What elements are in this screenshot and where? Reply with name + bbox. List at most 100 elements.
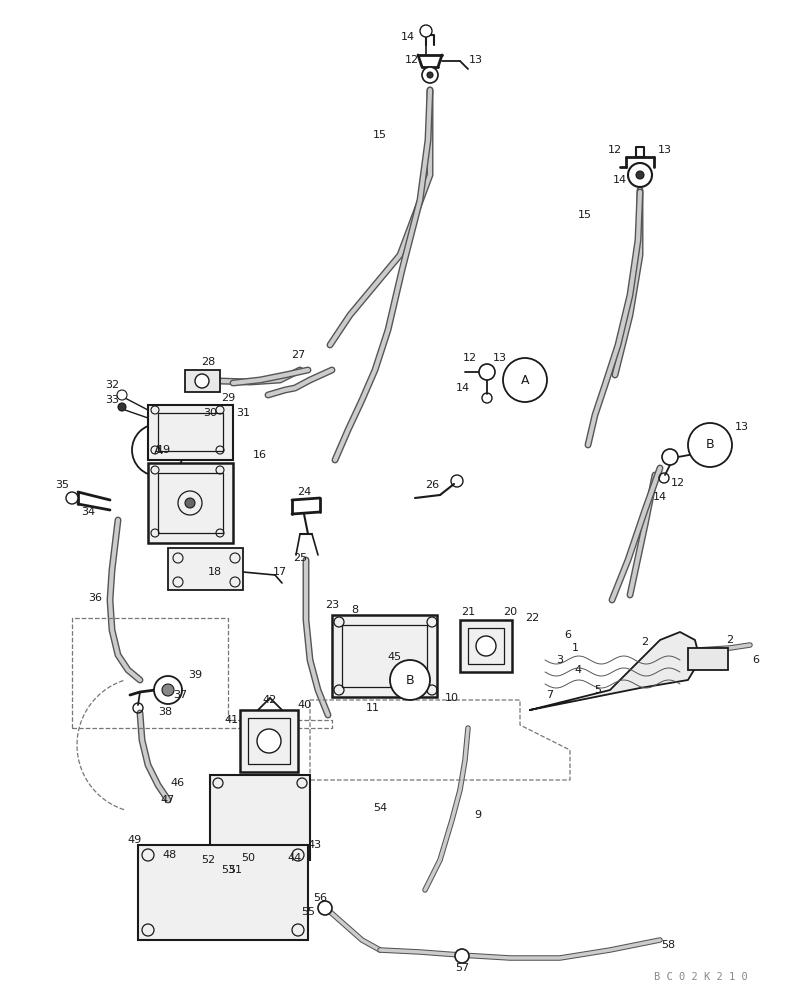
Text: 12: 12 xyxy=(670,478,684,488)
Text: 44: 44 xyxy=(288,853,302,863)
Text: A: A xyxy=(153,444,162,456)
Circle shape xyxy=(118,403,126,411)
Text: 9: 9 xyxy=(474,810,481,820)
Text: 2: 2 xyxy=(726,635,732,645)
Text: 52: 52 xyxy=(200,855,215,865)
Circle shape xyxy=(66,492,78,504)
Text: 16: 16 xyxy=(253,450,267,460)
Text: 56: 56 xyxy=(312,893,327,903)
Text: 7: 7 xyxy=(546,690,553,700)
Text: 48: 48 xyxy=(163,850,177,860)
Text: 14: 14 xyxy=(401,32,414,42)
Text: 39: 39 xyxy=(187,670,202,680)
Circle shape xyxy=(154,676,182,704)
Text: 29: 29 xyxy=(221,393,235,403)
Circle shape xyxy=(475,636,496,656)
Text: 38: 38 xyxy=(158,707,172,717)
Bar xyxy=(158,413,223,451)
Circle shape xyxy=(132,424,184,476)
Text: 20: 20 xyxy=(502,607,517,617)
Text: 28: 28 xyxy=(200,357,215,367)
Text: 41: 41 xyxy=(225,715,238,725)
Text: 15: 15 xyxy=(372,130,387,140)
Text: 11: 11 xyxy=(366,703,380,713)
Bar xyxy=(210,775,310,860)
Circle shape xyxy=(687,423,731,467)
Text: 13: 13 xyxy=(657,145,672,155)
Text: 25: 25 xyxy=(293,553,307,563)
Text: 22: 22 xyxy=(524,613,539,623)
Text: 21: 21 xyxy=(461,607,474,617)
Bar xyxy=(158,473,223,533)
Circle shape xyxy=(389,660,430,700)
Circle shape xyxy=(627,163,651,187)
Text: 42: 42 xyxy=(263,695,277,705)
Text: 6: 6 xyxy=(564,630,571,640)
Bar xyxy=(467,628,504,664)
Bar xyxy=(138,845,307,940)
Text: 19: 19 xyxy=(157,445,171,455)
Text: 49: 49 xyxy=(127,835,142,845)
Text: 36: 36 xyxy=(88,593,102,603)
Text: 35: 35 xyxy=(55,480,69,490)
Text: 3: 3 xyxy=(556,655,563,665)
Text: 40: 40 xyxy=(298,700,311,710)
Text: 13: 13 xyxy=(734,422,748,432)
Text: 30: 30 xyxy=(203,408,217,418)
Bar xyxy=(332,615,436,697)
Text: 12: 12 xyxy=(405,55,418,65)
Text: B C 0 2 K 2 1 0: B C 0 2 K 2 1 0 xyxy=(654,972,747,982)
Text: 17: 17 xyxy=(272,567,287,577)
Text: 6: 6 xyxy=(752,655,758,665)
Bar xyxy=(341,625,427,687)
Text: 24: 24 xyxy=(297,487,311,497)
Circle shape xyxy=(427,72,432,78)
Circle shape xyxy=(195,374,208,388)
Circle shape xyxy=(454,949,469,963)
Circle shape xyxy=(661,449,677,465)
Polygon shape xyxy=(530,632,699,710)
Text: 37: 37 xyxy=(173,690,187,700)
Circle shape xyxy=(419,25,431,37)
Bar xyxy=(687,648,727,670)
Text: 14: 14 xyxy=(612,175,626,185)
Text: 50: 50 xyxy=(241,853,255,863)
Bar xyxy=(168,548,242,590)
Text: 1: 1 xyxy=(571,643,577,653)
Text: 12: 12 xyxy=(607,145,621,155)
Text: 34: 34 xyxy=(81,507,95,517)
Bar xyxy=(148,463,233,543)
Text: 2: 2 xyxy=(641,637,648,647)
Text: 27: 27 xyxy=(290,350,305,360)
Bar xyxy=(240,710,298,772)
Text: 51: 51 xyxy=(228,865,242,875)
Text: 43: 43 xyxy=(307,840,322,850)
Text: 14: 14 xyxy=(652,492,667,502)
Bar xyxy=(247,718,290,764)
Text: 10: 10 xyxy=(444,693,458,703)
Text: 54: 54 xyxy=(372,803,387,813)
Text: 5: 5 xyxy=(594,685,601,695)
Circle shape xyxy=(502,358,547,402)
Text: 4: 4 xyxy=(573,665,581,675)
Circle shape xyxy=(185,498,195,508)
Text: 33: 33 xyxy=(105,395,119,405)
Circle shape xyxy=(257,729,281,753)
Circle shape xyxy=(478,364,495,380)
Text: 14: 14 xyxy=(455,383,470,393)
Text: 31: 31 xyxy=(236,408,250,418)
Text: B: B xyxy=(705,438,714,452)
Bar xyxy=(185,370,220,392)
Text: 13: 13 xyxy=(469,55,483,65)
Text: 57: 57 xyxy=(454,963,469,973)
Text: 23: 23 xyxy=(324,600,339,610)
Text: 15: 15 xyxy=(577,210,591,220)
Text: 58: 58 xyxy=(660,940,674,950)
Text: B: B xyxy=(406,674,414,686)
Text: 45: 45 xyxy=(388,652,401,662)
Text: 46: 46 xyxy=(171,778,185,788)
Text: A: A xyxy=(520,373,529,386)
Circle shape xyxy=(422,67,437,83)
Text: 47: 47 xyxy=(161,795,175,805)
Circle shape xyxy=(318,901,332,915)
